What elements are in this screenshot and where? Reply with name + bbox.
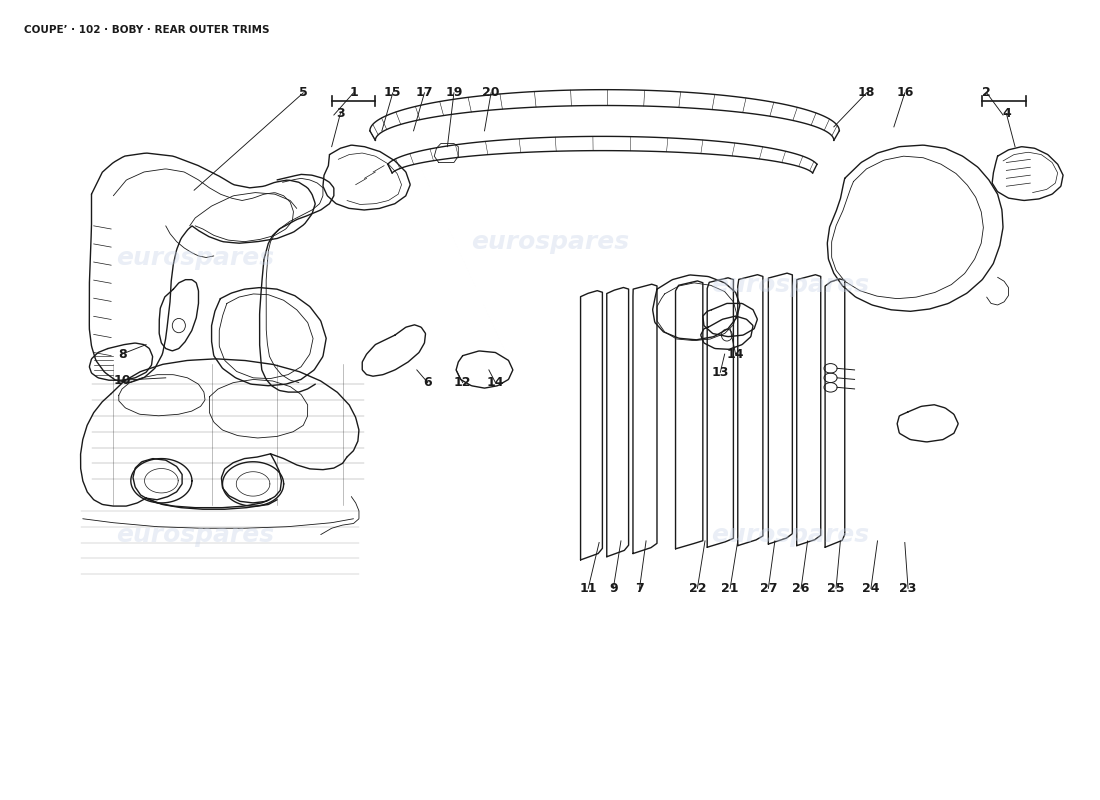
Text: 12: 12 [454,376,472,389]
Text: 10: 10 [113,374,131,386]
Text: 3: 3 [337,107,344,120]
Text: 24: 24 [862,582,880,595]
Text: 1: 1 [349,86,358,99]
Text: eurospares: eurospares [711,522,869,546]
Text: 21: 21 [722,582,739,595]
Text: 6: 6 [424,376,432,389]
Text: eurospares: eurospares [117,522,274,546]
Text: 18: 18 [858,86,876,99]
Text: COUPE’ · 102 · BOBY · REAR OUTER TRIMS: COUPE’ · 102 · BOBY · REAR OUTER TRIMS [24,25,270,34]
Text: 25: 25 [827,582,845,595]
Text: 7: 7 [635,582,643,595]
Text: 26: 26 [792,582,810,595]
Text: 19: 19 [446,86,463,99]
Text: 8: 8 [118,347,127,361]
Text: 2: 2 [982,86,991,99]
Text: 15: 15 [384,86,402,99]
Text: 5: 5 [299,86,308,99]
Text: 13: 13 [712,366,729,378]
Text: 14: 14 [486,376,504,389]
Text: 14: 14 [727,347,745,361]
Text: 16: 16 [896,86,913,99]
Text: eurospares: eurospares [711,274,869,298]
Text: 4: 4 [1002,107,1011,120]
Text: eurospares: eurospares [471,230,629,254]
Text: 22: 22 [689,582,706,595]
Text: 27: 27 [760,582,777,595]
Text: 9: 9 [609,582,617,595]
Text: 23: 23 [900,582,916,595]
Text: 20: 20 [482,86,499,99]
Text: 11: 11 [580,582,597,595]
Text: 17: 17 [416,86,433,99]
Text: eurospares: eurospares [117,246,274,270]
